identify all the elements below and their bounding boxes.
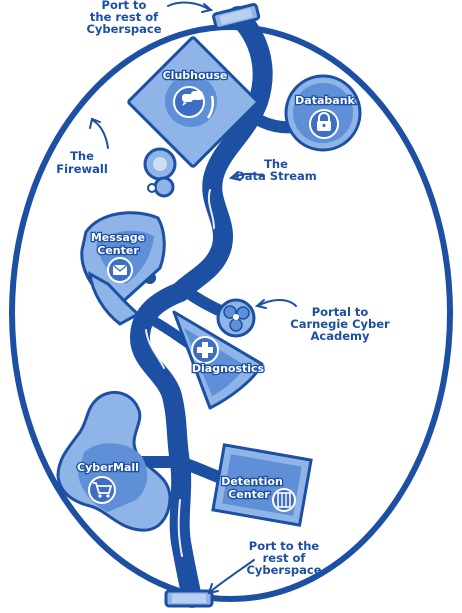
portal[interactable] — [216, 298, 256, 338]
annotation-arrows — [89, 1, 297, 595]
speech-bubbles-icon — [182, 91, 203, 106]
port-top-label-3: Cyberspace — [86, 22, 161, 36]
diagnostics[interactable] — [172, 310, 264, 410]
port-top-label-2: the rest of — [90, 10, 159, 24]
port-top-label-1: Port to — [102, 0, 147, 12]
medical-cross-icon — [197, 342, 213, 358]
port-bottom-label-1: Port to the — [249, 539, 320, 553]
jail-icon — [277, 492, 291, 508]
data-bubbles — [143, 147, 177, 198]
message-center[interactable] — [80, 211, 166, 326]
detention-center[interactable] — [211, 443, 313, 527]
diagnostics-label: Diagnostics — [192, 362, 265, 375]
clubhouse-label: Clubhouse — [163, 69, 228, 82]
padlock-icon — [317, 112, 331, 131]
shopping-cart-icon — [93, 482, 112, 498]
detention-center-label-1: Detention — [221, 475, 283, 488]
portal-orb-icon — [223, 305, 250, 332]
portal-label-3: Academy — [311, 329, 370, 343]
cybermall[interactable] — [56, 391, 172, 532]
message-center-label-1: Message — [91, 231, 145, 244]
message-center-label-2: Center — [97, 244, 139, 257]
firewall-label-1: The — [70, 149, 94, 163]
databank-label: Databank — [295, 94, 355, 107]
detention-center-label-2: Center — [228, 488, 270, 501]
envelope-icon — [112, 264, 128, 275]
port-bottom-label-2: rest of — [263, 551, 307, 565]
firewall-label-2: Firewall — [56, 162, 108, 176]
port-bottom-label-3: Cyberspace — [246, 563, 321, 577]
data-stream-label-1: The — [264, 157, 288, 171]
portal-label-2: Carnegie Cyber — [290, 317, 390, 331]
cybermall-label: CyberMall — [77, 461, 139, 474]
data-stream-label-2: Data Stream — [235, 169, 317, 183]
clubhouse[interactable] — [127, 36, 259, 168]
port-bottom[interactable] — [164, 589, 214, 608]
databank[interactable] — [284, 74, 362, 152]
portal-label-1: Portal to — [312, 305, 369, 319]
port-top[interactable] — [212, 3, 261, 30]
